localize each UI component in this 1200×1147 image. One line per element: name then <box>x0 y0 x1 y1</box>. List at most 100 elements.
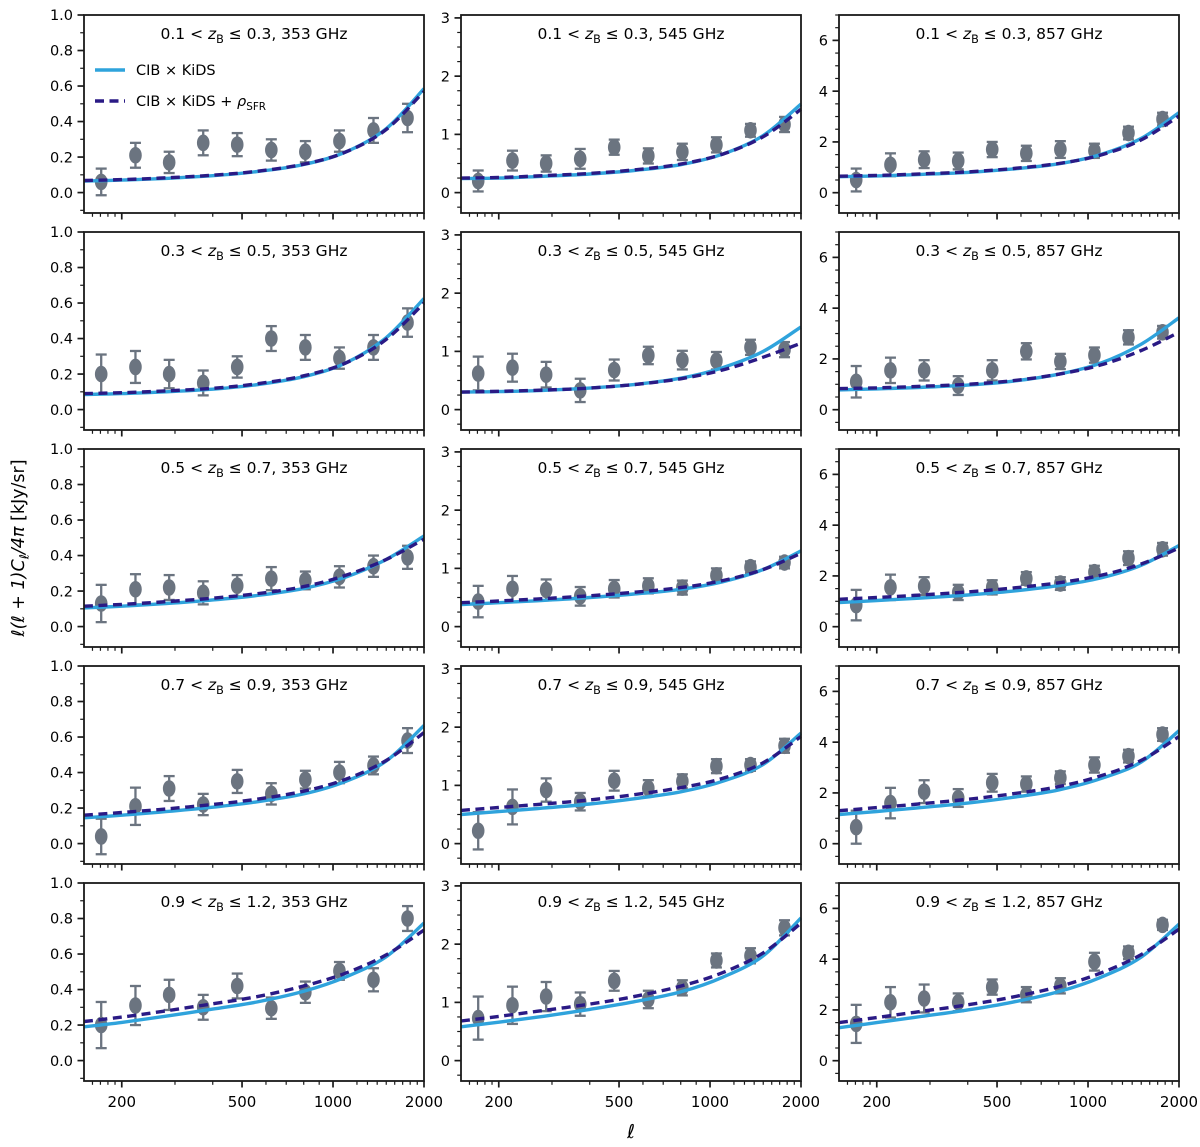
model-line-dashed <box>838 114 1180 178</box>
y-tick-label: 1 <box>441 345 450 361</box>
y-tick-label: 6 <box>819 902 828 918</box>
data-point <box>333 349 346 367</box>
panel-r3c0: 0.0 0.2 0.4 0.6 0.8 1.0 0.7 < zB ≤ 0.9, 353 GH… <box>50 659 425 871</box>
data-point <box>506 580 519 598</box>
data-point <box>607 138 621 156</box>
model-line-dashed <box>460 341 802 394</box>
y-tick-label: 6 <box>819 685 828 701</box>
y-tick-label: 0.8 <box>50 912 73 928</box>
axes-spines <box>838 448 1180 648</box>
data-point <box>506 359 519 376</box>
y-tick-labels: 0 2 4 6 <box>819 685 828 853</box>
y-tick-label: 0.8 <box>50 44 73 60</box>
data-points <box>849 726 1169 845</box>
y-tick-label: 1.0 <box>50 659 73 675</box>
data-point <box>710 757 723 775</box>
data-point <box>265 141 278 159</box>
data-point <box>710 352 723 369</box>
panel-title-text: 0.5 < zB ≤ 0.7, 857 GHz <box>916 459 1103 480</box>
panel-r2c1: 0 1 2 3 0.5 < zB ≤ 0.7, 545 GHz <box>441 445 802 654</box>
y-tick-label: 0 <box>441 186 450 202</box>
data-point <box>884 362 897 379</box>
data-point <box>471 172 485 190</box>
data-point <box>607 772 621 790</box>
data-point <box>1156 726 1169 743</box>
model-line-dashed <box>838 927 1180 1025</box>
x-tick-label: 500 <box>605 1093 634 1111</box>
data-point <box>506 996 519 1014</box>
model-curves <box>838 729 1180 817</box>
data-point <box>951 152 965 170</box>
data-point <box>162 154 176 171</box>
data-point <box>1088 346 1101 364</box>
axes-spines <box>460 665 802 865</box>
axes-spines <box>83 665 425 865</box>
data-point <box>849 818 863 836</box>
data-point <box>607 361 621 379</box>
panel-title: 0.5 < zB ≤ 0.7, 353 GHz <box>161 459 348 480</box>
data-point <box>642 779 655 797</box>
y-tick-label: 6 <box>819 468 828 484</box>
y-tick-label: 2 <box>819 1003 828 1019</box>
y-tick-label: 0.8 <box>50 478 73 494</box>
data-point <box>129 358 142 376</box>
panel-title: 0.3 < zB ≤ 0.5, 353 GHz <box>161 242 348 263</box>
panel-title: 0.7 < zB ≤ 0.9, 857 GHz <box>916 676 1103 697</box>
y-tick-label: 3 <box>441 445 450 461</box>
model-line-dashed <box>838 330 1180 391</box>
data-point <box>401 910 414 927</box>
data-points <box>94 307 414 397</box>
data-points <box>94 544 414 624</box>
model-line-dashed <box>460 921 802 1023</box>
y-tick-label: 2 <box>441 937 450 953</box>
y-tick-label: 0.2 <box>50 367 73 383</box>
legend-label: CIB × KiDS + ρSFR <box>136 94 266 113</box>
data-point <box>985 141 999 158</box>
model-curves <box>83 921 425 1029</box>
y-tick-label: 0 <box>441 1054 450 1070</box>
panel-title-text: 0.3 < zB ≤ 0.5, 857 GHz <box>916 242 1103 263</box>
y-tick-label: 2 <box>819 352 828 368</box>
y-tick-label: 4 <box>819 518 828 534</box>
y-tick-label: 1.0 <box>50 225 73 241</box>
model-line-solid <box>838 543 1180 605</box>
model-line-dashed <box>83 90 425 183</box>
x-tick-label: 1000 <box>314 1093 352 1111</box>
y-tick-label: 0.6 <box>50 513 73 529</box>
data-points <box>94 102 414 197</box>
y-tick-label: 1 <box>441 128 450 144</box>
x-tick-label: 2000 <box>1160 1093 1198 1111</box>
y-axis-label: ℓ(ℓ + 1)Cℓ/4π [kJy/sr] <box>9 459 32 637</box>
axes-spines <box>838 882 1180 1082</box>
y-tick-label: 1 <box>441 562 450 578</box>
y-tick-label: 3 <box>441 228 450 244</box>
y-tick-label: 3 <box>441 662 450 678</box>
data-point <box>710 952 723 969</box>
data-point <box>607 972 621 990</box>
y-tick-label: 1 <box>441 779 450 795</box>
data-point <box>230 977 244 995</box>
data-point <box>333 764 346 781</box>
y-tick-label: 0.6 <box>50 79 73 95</box>
data-point <box>162 986 176 1004</box>
model-curves <box>838 922 1180 1030</box>
data-point <box>985 774 999 792</box>
model-line-solid <box>460 731 802 817</box>
y-tick-label: 0.4 <box>50 983 73 999</box>
y-tick-labels: 0 2 4 6 <box>819 34 828 202</box>
data-point <box>917 151 931 168</box>
data-point <box>299 339 312 356</box>
data-point <box>676 351 689 369</box>
y-tick-label: 2 <box>441 286 450 302</box>
data-point <box>129 580 142 598</box>
panel-title-text: 0.5 < zB ≤ 0.7, 545 GHz <box>538 459 725 480</box>
y-tick-label: 2 <box>441 503 450 519</box>
axes-spines <box>83 14 425 214</box>
model-line-solid <box>83 921 425 1029</box>
model-curves <box>460 325 802 394</box>
axes-spines <box>460 231 802 431</box>
data-point <box>196 134 210 152</box>
data-point <box>230 773 244 790</box>
model-curves <box>838 316 1180 392</box>
